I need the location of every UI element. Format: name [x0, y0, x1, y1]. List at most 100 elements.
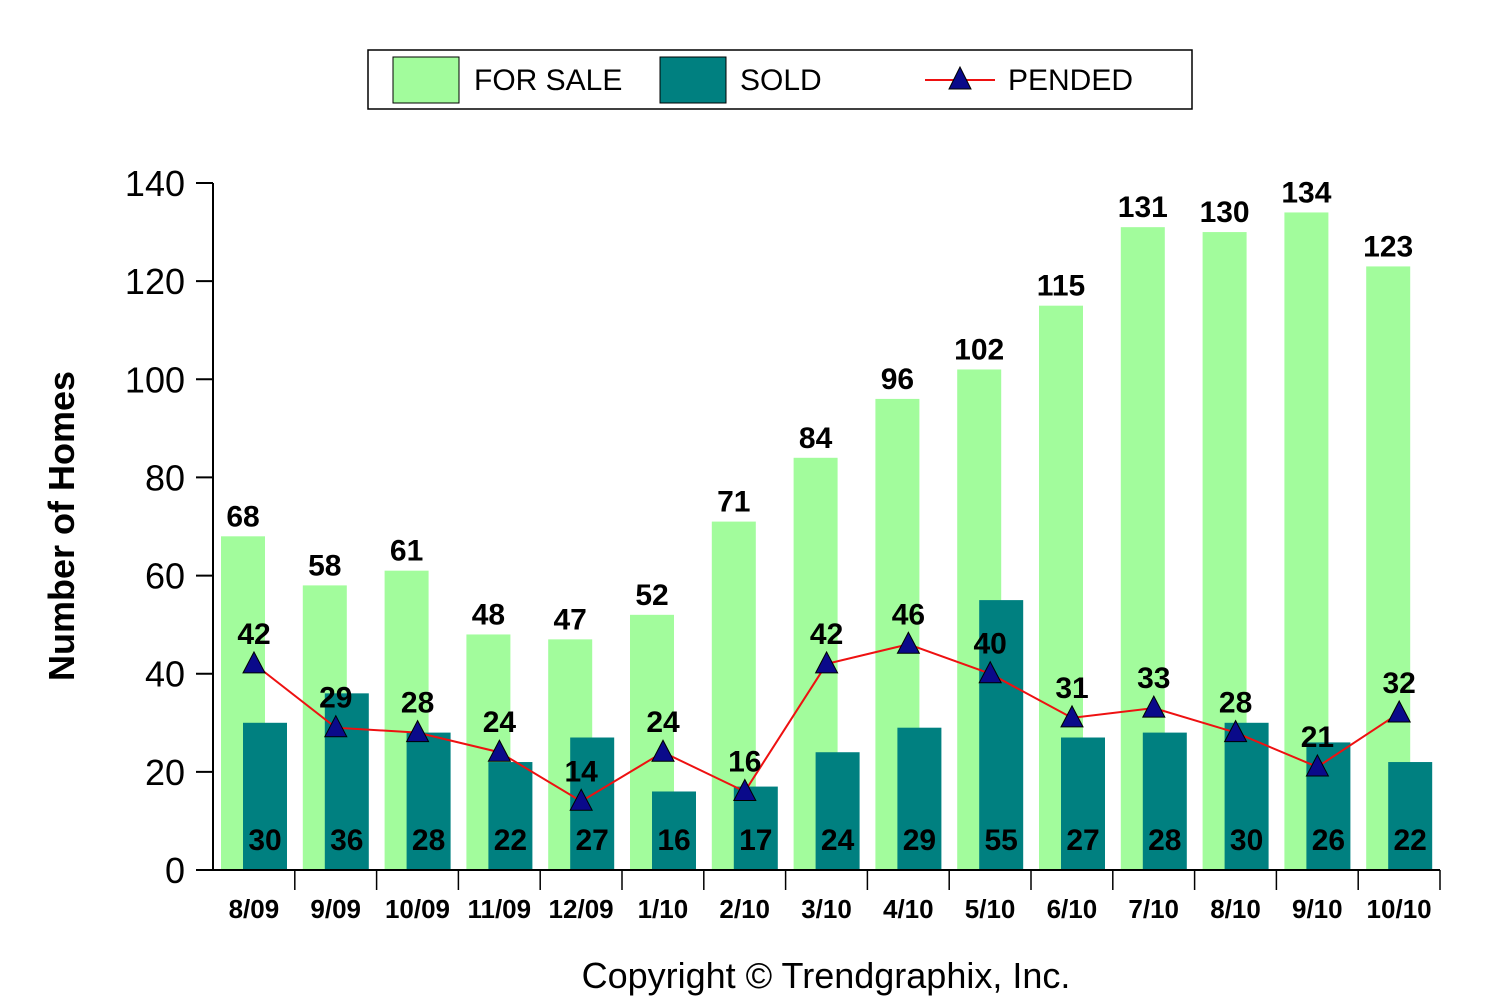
for-sale-value-label: 84	[799, 422, 833, 455]
sold-value-label: 17	[739, 824, 772, 857]
for-sale-value-label: 68	[226, 500, 259, 533]
pended-value-label: 24	[646, 706, 680, 739]
for-sale-value-label: 123	[1363, 230, 1413, 263]
for-sale-value-label: 48	[472, 598, 505, 631]
y-tick-label: 40	[145, 654, 185, 695]
for-sale-value-label: 52	[635, 579, 668, 612]
sold-bar	[1224, 722, 1269, 870]
pended-value-label: 32	[1383, 667, 1416, 700]
y-tick-label: 100	[125, 359, 185, 400]
sold-bar	[652, 791, 696, 870]
pended-marker	[1387, 699, 1412, 723]
sold-bar	[488, 762, 533, 870]
y-tick-label: 80	[145, 457, 185, 498]
x-tick-label: 12/09	[549, 894, 614, 924]
pended-line	[242, 631, 1412, 811]
pended-value-label: 14	[565, 755, 599, 788]
sold-value-label: 29	[903, 824, 936, 857]
sold-bars	[243, 600, 1433, 870]
pended-value-label: 21	[1301, 721, 1334, 754]
sold-value-label: 36	[330, 824, 363, 857]
legend-marker-pended	[948, 65, 972, 90]
x-tick-label: 1/10	[638, 894, 689, 924]
sold-value-label: 16	[657, 824, 690, 857]
pended-marker	[896, 631, 921, 654]
sold-value-label: 28	[412, 824, 445, 857]
for-sale-value-label: 71	[717, 486, 750, 519]
for-sale-value-label: 115	[1037, 270, 1085, 303]
x-tick-label: 4/10	[883, 894, 934, 924]
x-tick-label: 11/09	[467, 894, 531, 924]
legend: FOR SALE SOLD PENDED	[367, 49, 1193, 110]
pended-marker	[651, 739, 675, 762]
x-tick-label: 10/09	[385, 894, 450, 924]
legend-swatch-sold	[659, 56, 727, 104]
pended-marker	[242, 650, 266, 674]
y-tick-label: 60	[145, 556, 185, 597]
pended-marker	[405, 719, 430, 743]
x-tick-label: 8/10	[1210, 894, 1261, 924]
legend-label-pended: PENDED	[1008, 64, 1133, 97]
pended-marker	[1141, 694, 1166, 718]
sold-bar	[1061, 737, 1105, 870]
pended-value-label: 29	[319, 682, 352, 715]
for-sale-value-label: 58	[308, 549, 341, 582]
pended-value-label: 28	[1219, 687, 1252, 720]
y-tick-label: 0	[165, 850, 185, 891]
pended-value-label: 40	[974, 628, 1007, 661]
sold-value-label: 24	[821, 824, 855, 857]
for-sale-value-label: 61	[390, 535, 423, 568]
pended-marker	[323, 714, 348, 738]
x-tick-label: 6/10	[1047, 894, 1098, 924]
pended-value-label: 28	[401, 687, 434, 720]
y-tick-label: 140	[125, 163, 185, 204]
x-tick-label: 10/10	[1367, 894, 1432, 924]
sold-value-label: 22	[494, 824, 527, 857]
sold-value-label: 30	[1230, 824, 1263, 857]
x-tick-label: 9/09	[310, 894, 361, 924]
for-sale-value-label: 47	[554, 603, 587, 636]
legend-label-sold: SOLD	[740, 64, 822, 97]
axes: 0 20 40 60 80 100 120 140 8/09 9/09 10/09 11/09 12/0…	[125, 163, 1441, 924]
pended-marker	[1223, 719, 1248, 743]
for-sale-value-label: 134	[1281, 176, 1331, 209]
legend-swatch-for-sale	[392, 56, 460, 104]
sold-value-label: 26	[1312, 824, 1345, 857]
sold-bar	[815, 752, 860, 870]
data-labels: 68 30 42 58 36 29 61 28 28 48 22 24 47 27 14 52 16 24 71 17…	[226, 176, 1427, 857]
x-tick-label: 9/10	[1292, 894, 1343, 924]
for-sale-bars	[221, 212, 1411, 871]
sold-bar	[897, 727, 942, 870]
sold-value-label: 30	[248, 824, 281, 857]
pended-marker	[1305, 753, 1330, 777]
for-sale-value-label: 102	[954, 333, 1004, 366]
pended-marker	[978, 660, 1003, 684]
x-tick-label: 2/10	[719, 894, 770, 924]
sold-bar	[406, 732, 451, 870]
sold-bar	[243, 722, 287, 870]
sold-value-label: 27	[576, 824, 609, 857]
for-sale-value-label: 131	[1118, 191, 1168, 224]
legend-frame	[367, 49, 1193, 110]
y-axis-title: Number of Homes	[41, 371, 82, 681]
x-tick-label: 7/10	[1128, 894, 1179, 924]
x-tick-label: 5/10	[965, 894, 1016, 924]
for-sale-value-label: 96	[881, 363, 914, 396]
x-tick-label: 3/10	[801, 894, 852, 924]
pended-value-label: 46	[892, 598, 925, 631]
pended-value-label: 42	[237, 618, 270, 651]
pended-marker	[569, 788, 594, 811]
pended-marker	[487, 739, 512, 762]
copyright-footer: Copyright © Trendgraphix, Inc.	[582, 955, 1071, 996]
sold-value-label: 22	[1394, 824, 1427, 857]
pended-value-label: 33	[1137, 662, 1170, 695]
pended-marker	[732, 778, 757, 801]
sold-value-label: 27	[1066, 824, 1099, 857]
pended-value-label: 42	[810, 618, 843, 651]
legend-label-for-sale: FOR SALE	[474, 64, 622, 97]
pended-marker	[814, 650, 839, 674]
sold-bar	[1142, 732, 1187, 870]
sold-value-label: 55	[985, 824, 1018, 857]
pended-value-label: 31	[1055, 672, 1088, 705]
